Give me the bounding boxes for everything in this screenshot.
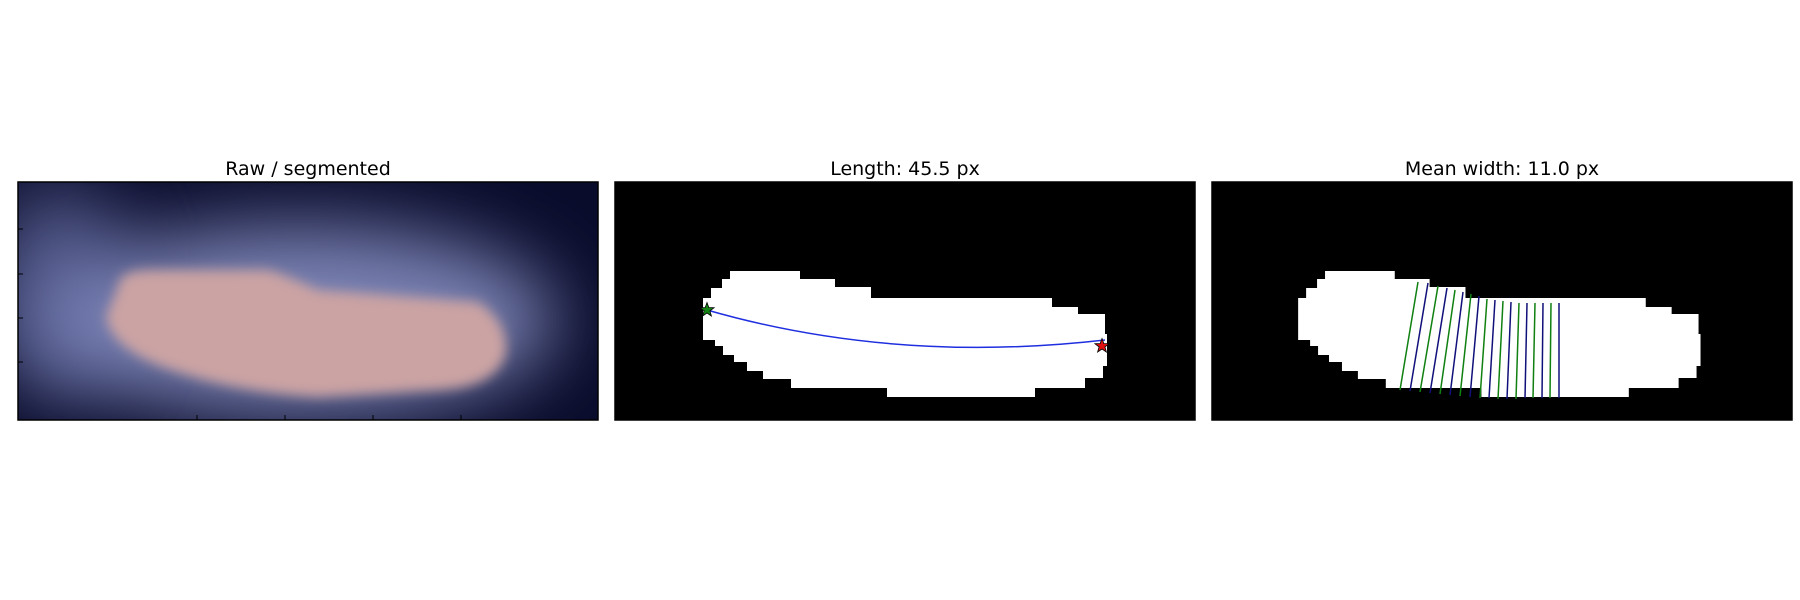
width-line <box>1399 281 1419 391</box>
width-line <box>1488 299 1496 399</box>
width-line <box>1532 302 1536 399</box>
width-lines <box>1399 281 1560 400</box>
length-frame <box>614 181 1196 421</box>
left-glow <box>18 182 128 402</box>
width-line <box>1549 302 1552 399</box>
width-line <box>1524 302 1528 399</box>
raw-image <box>17 181 599 421</box>
panel-width: Mean width: 11.0 px <box>1211 158 1793 421</box>
width-line <box>1429 287 1448 394</box>
panel-title-length: Length: 45.5 px <box>830 158 980 180</box>
width-line <box>1449 291 1464 396</box>
end-star-icon <box>1093 337 1111 353</box>
width-frame <box>1211 181 1793 421</box>
width-line <box>1541 302 1544 399</box>
panel-title-width: Mean width: 11.0 px <box>1404 158 1600 180</box>
cell-mask <box>703 271 1107 397</box>
start-star-icon <box>698 301 716 317</box>
raw-ticks <box>18 228 462 420</box>
centerline <box>706 309 1106 349</box>
panel-raw-segmented: Raw / segmented <box>17 158 599 421</box>
width-line <box>1459 293 1472 397</box>
width-line <box>1409 282 1429 392</box>
width-line <box>1506 301 1512 400</box>
panel-title-raw: Raw / segmented <box>225 158 391 180</box>
panel-length: Length: 45.5 px <box>614 158 1196 421</box>
width-cell-mask <box>1298 271 1701 397</box>
length-mask-image <box>614 181 1196 421</box>
width-line <box>1469 295 1480 398</box>
width-line <box>1439 289 1456 395</box>
segmentation-overlay <box>106 270 507 397</box>
width-line <box>1497 300 1504 400</box>
width-line <box>1419 285 1439 393</box>
width-mask-image <box>1211 181 1793 421</box>
raw-frame <box>17 181 599 421</box>
width-line <box>1479 298 1488 399</box>
width-line <box>1515 302 1520 400</box>
